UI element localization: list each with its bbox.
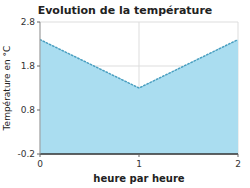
y-tick-label: -0.2 [17, 149, 35, 159]
title: Evolution de la température [38, 4, 213, 17]
x-tick-label: 0 [37, 159, 43, 169]
y-tick [37, 22, 40, 23]
chart-svg: -0.2 0.8 1.8 2.8 0 1 2 heure par heure Températu… [0, 0, 250, 188]
line [40, 40, 238, 88]
x-tick [238, 154, 239, 157]
y-tick [37, 66, 40, 67]
y-tick-label: 2.8 [21, 17, 36, 27]
axes: -0.2 0.8 1.8 2.8 0 1 2 [17, 17, 240, 170]
data-group [40, 40, 238, 154]
x-tick [139, 154, 140, 157]
grid [40, 22, 238, 154]
x-tick [40, 154, 41, 157]
area [40, 40, 238, 154]
x-tick-label: 2 [235, 159, 241, 169]
y-tick [37, 110, 40, 111]
grid-line-x [40, 22, 41, 154]
x-tick-label: 1 [136, 159, 142, 169]
y-axis-label: Température en °C [2, 46, 12, 132]
y-tick-label: 1.8 [21, 61, 36, 71]
chart-container: -0.2 0.8 1.8 2.8 0 1 2 heure par heure Températu… [0, 0, 250, 188]
x-axis-label: heure par heure [93, 173, 184, 184]
y-axis-line [40, 22, 41, 154]
y-tick-label: 0.8 [21, 105, 36, 115]
